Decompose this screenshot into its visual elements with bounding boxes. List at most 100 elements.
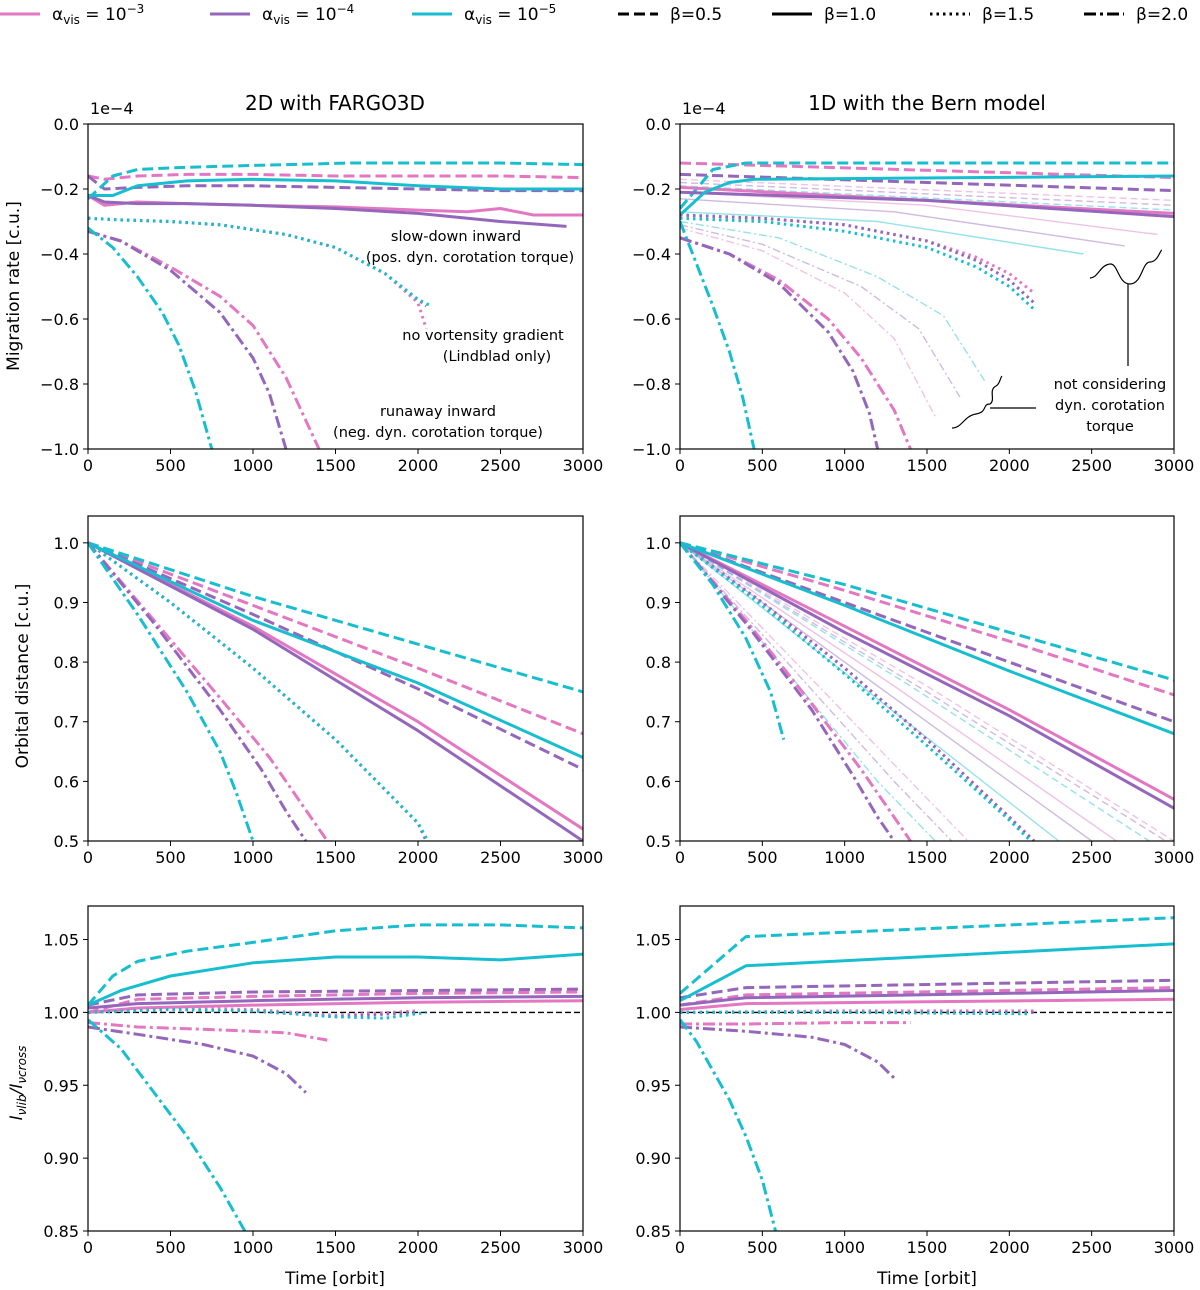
series-a5-b1-0: [680, 541, 1174, 736]
series-a4-b1-5: [680, 213, 1036, 304]
x-tick-label: 2500: [1071, 456, 1112, 475]
series-a5-b1-5: [88, 541, 430, 841]
annot-slow-1: slow-down inward: [391, 229, 521, 245]
legend-label: αvis = 10−5: [464, 2, 556, 27]
x-tick-label: 2000: [989, 456, 1030, 475]
legend-entry: β=1.0: [772, 5, 876, 25]
series-a5-b1-5: [88, 216, 432, 308]
series-a5-b1-0: [680, 174, 1174, 217]
y-tick-label: 0.95: [43, 1076, 79, 1095]
x-tick-label: 2500: [480, 456, 521, 475]
legend-label: αvis = 10−4: [262, 2, 354, 27]
x-tick-label: 0: [83, 1238, 93, 1257]
x-tick-label: 3000: [1154, 456, 1195, 475]
annot-notcons-2: dyn. corotation: [1055, 398, 1165, 414]
series-group: [88, 541, 583, 841]
legend-label: β=0.5: [670, 5, 722, 25]
series-a3-b0-5-nc: [680, 178, 1174, 202]
x-tick-label: 1500: [907, 848, 948, 867]
x-tick-label: 2000: [398, 1238, 439, 1257]
annotation-no-vortensity: no vortensity gradient (Lindblad only): [402, 328, 564, 365]
annot-runaway-1: runaway inward: [380, 404, 496, 420]
annot-novort-2: (Lindblad only): [443, 349, 551, 365]
series-a3-b1-5: [88, 216, 428, 330]
legend-entry: β=0.5: [618, 5, 722, 25]
annot-brace-upper: [1089, 249, 1163, 285]
ylabel-ratio-main2: I: [7, 1084, 27, 1089]
panel-migration-2d: 0 500 1000 1500 2000 2500 3000 −1.0 −0.8 −0.6 −0.4…: [40, 115, 603, 475]
series-a4-b1-0: [680, 190, 1174, 219]
series-a4-b1-0-nc: [680, 198, 1125, 247]
series-a5-b1-0: [680, 942, 1174, 1003]
series-a4-b1-5: [88, 1008, 419, 1019]
x-tick-label: 0: [83, 456, 93, 475]
x-tick-label: 500: [155, 1238, 186, 1257]
series-a3-b0-5: [680, 161, 1174, 180]
annotation-not-considering: not considering dyn. corotation torque: [951, 249, 1166, 435]
panel-distance-1d: 0 500 1000 1500 2000 2500 3000 0.5 0.6 0.7 0.8 0.9 1…: [646, 515, 1194, 867]
series-a3-b2-0: [680, 236, 912, 449]
series-a5-b2-0: [680, 541, 786, 740]
series-a4-b1-0: [88, 994, 583, 1010]
series-a5-b0-5: [88, 541, 583, 694]
series-a3-b1-0-nc: [680, 191, 1158, 236]
x-tick-label: 2500: [480, 848, 521, 867]
series-a3-b1-0-nc: [680, 542, 1117, 841]
x-tick-label: 2000: [989, 1238, 1030, 1257]
x-tick-label: 1500: [907, 456, 948, 475]
ylabel-distance: Orbital distance [c.u.]: [13, 584, 33, 769]
series-a5-b1-5: [680, 541, 1032, 841]
legend-label: β=1.5: [982, 5, 1034, 25]
series-a4-b1-0: [88, 541, 583, 841]
series-a5-b0-5: [680, 541, 1174, 682]
series-a3-b2-0-nc: [680, 542, 969, 841]
series-a4-b2-0-nc: [680, 224, 961, 398]
series-a4-b0-5: [88, 541, 583, 771]
y-tick-label: 0.8: [54, 653, 79, 672]
ylabel-ratio-sub2: νcross: [15, 1046, 29, 1084]
x-tick-label: 1500: [315, 848, 356, 867]
annot-notcons-1: not considering: [1054, 377, 1166, 393]
series-a4-b1-0: [680, 541, 1174, 810]
series-a5-b2-0: [88, 1018, 247, 1231]
title-2d: 2D with FARGO3D: [245, 91, 425, 115]
x-tick-label: 2500: [1071, 848, 1112, 867]
x-tick-label: 2000: [989, 848, 1030, 867]
series-a5-b1-0-nc: [680, 211, 1084, 255]
x-tick-label: 1000: [824, 848, 865, 867]
x-tick-label: 1500: [907, 1238, 948, 1257]
series-a5-b2-0: [88, 541, 255, 841]
series-a4-b2-0: [88, 1025, 307, 1094]
ylabel-ratio-main: I: [7, 1115, 27, 1120]
x-tick-label: 500: [155, 848, 186, 867]
x-tick-label: 0: [675, 456, 685, 475]
x-tick-label: 1500: [315, 1238, 356, 1257]
series-a5-b0-5: [88, 923, 583, 1007]
x-tick-label: 500: [747, 456, 778, 475]
series-a4-b0-5: [680, 172, 1174, 193]
legend-entry: β=1.5: [930, 5, 1034, 25]
panel-ratio-2d: 0 500 1000 1500 2000 2500 3000 0.85 0.90 0.95 1.00…: [43, 905, 603, 1257]
y-tick-label: 0.0: [54, 115, 79, 134]
y-tick-label: −1.0: [632, 440, 671, 459]
series-a3-b2-0: [680, 541, 912, 841]
y-tick-label: 0.90: [43, 1149, 79, 1168]
y-tick-label: −0.8: [632, 375, 671, 394]
series-a4-b2-0: [680, 236, 880, 449]
series-a4-b0-5: [88, 987, 583, 1007]
scale-note-2d: 1e−4: [90, 99, 134, 118]
x-tick-label: 3000: [563, 848, 604, 867]
panel-migration-1d: 0 500 1000 1500 2000 2500 3000 −1.0 −0.8 −0.6 −0.4…: [632, 115, 1194, 475]
series-a3-b2-0-nc: [680, 227, 936, 417]
title-1d: 1D with the Bern model: [808, 91, 1046, 115]
xlabel-1d: Time [orbit]: [876, 1269, 977, 1289]
y-tick-label: 0.90: [635, 1149, 671, 1168]
y-tick-label: 1.05: [635, 931, 671, 950]
annot-novort-1: no vortensity gradient: [402, 328, 564, 344]
legend-entry: αvis = 10−3: [0, 2, 144, 27]
series-a3-b1-0: [680, 997, 1174, 1011]
y-tick-label: 0.6: [646, 772, 671, 791]
y-tick-label: 0.95: [635, 1076, 671, 1095]
ylabel-ratio-sub1: νlib: [15, 1094, 29, 1115]
series-a4-b2-0: [88, 541, 308, 841]
